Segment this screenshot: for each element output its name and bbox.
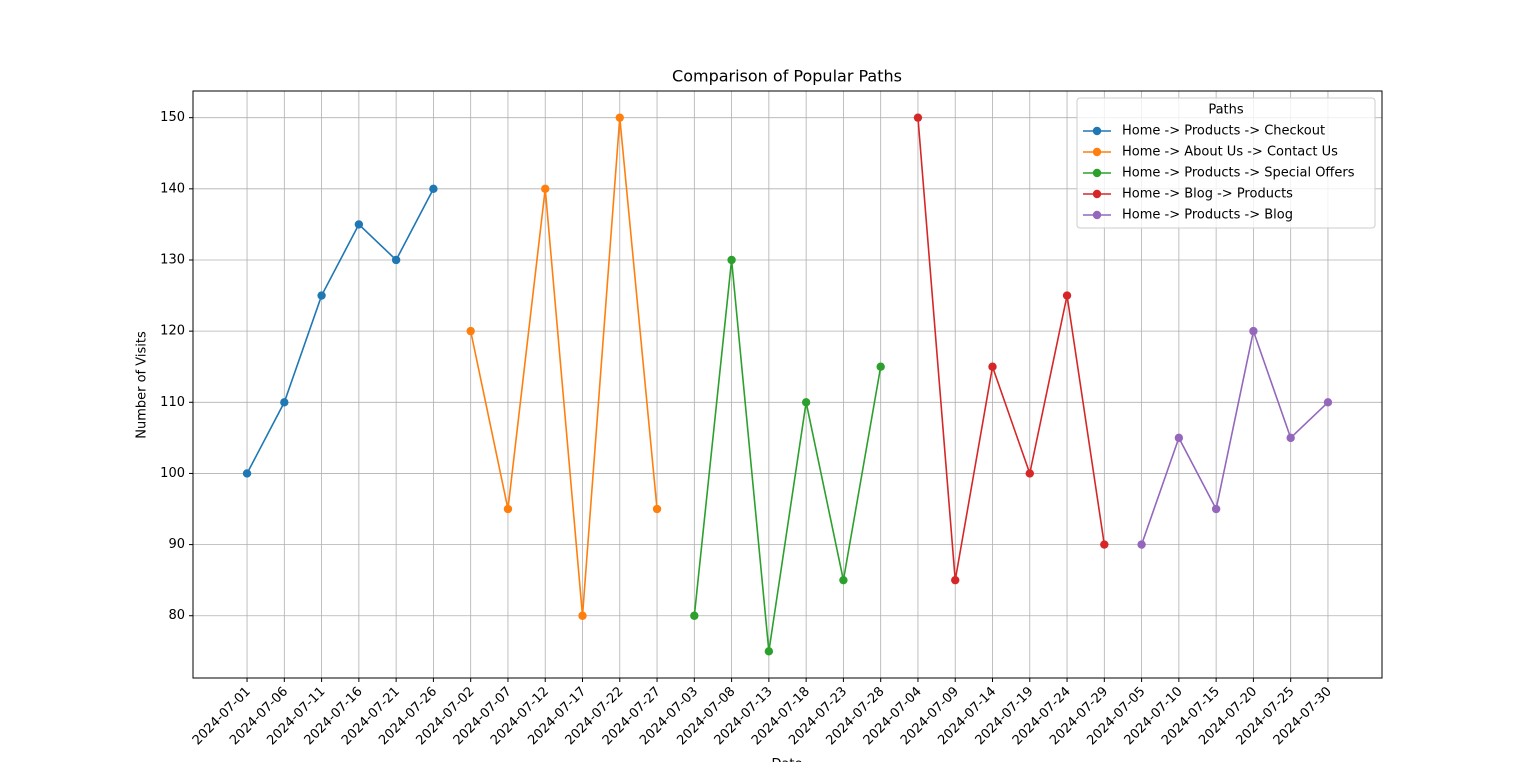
data-point — [951, 575, 960, 585]
data-point — [839, 575, 848, 585]
legend-marker — [1092, 126, 1102, 136]
y-tick-label: 110 — [160, 395, 185, 410]
data-point — [876, 362, 885, 371]
data-point — [429, 184, 438, 194]
legend-title: Paths — [1208, 103, 1244, 118]
data-point — [801, 398, 811, 407]
y-tick-label: 150 — [160, 110, 185, 125]
data-point — [317, 291, 326, 300]
legend-marker — [1092, 168, 1102, 178]
data-point — [466, 326, 475, 336]
legend-label: Home -> Blog -> Products — [1122, 187, 1293, 202]
chart-title: Comparison of Popular Paths — [672, 67, 902, 86]
y-tick-label: 130 — [160, 252, 185, 267]
data-point — [1323, 398, 1333, 407]
y-tick-label: 80 — [168, 608, 185, 623]
data-point — [1137, 540, 1146, 549]
legend-label: Home -> Products -> Special Offers — [1122, 166, 1355, 181]
data-point — [1211, 504, 1221, 514]
data-point — [578, 611, 587, 620]
data-point — [242, 469, 252, 478]
series-line — [693, 259, 882, 652]
data-point — [652, 504, 662, 514]
y-tick-label: 140 — [160, 181, 185, 196]
legend-label: Home -> Products -> Checkout — [1122, 124, 1325, 139]
data-point — [1286, 433, 1295, 443]
data-point — [1025, 469, 1034, 478]
data-point — [391, 255, 401, 265]
series-line — [1140, 328, 1329, 545]
x-axis-label: Date — [771, 757, 802, 762]
y-axis-label: Number of Visits — [135, 331, 150, 439]
data-point — [1249, 326, 1258, 336]
legend-label: Home -> Products -> Blog — [1122, 208, 1293, 223]
data-point — [1100, 540, 1109, 549]
data-point — [727, 255, 736, 265]
data-point — [541, 184, 550, 194]
legend-marker — [1092, 189, 1102, 199]
legend-box — [1076, 97, 1376, 229]
legend-marker — [1092, 210, 1102, 220]
y-tick-label: 100 — [160, 466, 185, 481]
series-line — [469, 117, 658, 616]
plot-frame — [192, 90, 1383, 679]
data-point — [280, 398, 289, 407]
y-tick-label: 120 — [160, 324, 185, 339]
series-line — [246, 188, 435, 474]
data-point — [615, 113, 624, 122]
legend-marker — [1092, 147, 1102, 157]
y-tick-label: 90 — [168, 537, 185, 552]
data-point — [913, 113, 923, 122]
data-point — [354, 220, 364, 229]
data-point — [764, 647, 774, 656]
series-line — [917, 117, 1106, 581]
data-point — [988, 362, 997, 371]
data-point — [1062, 291, 1072, 300]
legend-label: Home -> About Us -> Contact Us — [1122, 145, 1338, 160]
data-point — [1174, 433, 1184, 443]
data-point — [503, 504, 513, 514]
data-point — [690, 611, 699, 620]
